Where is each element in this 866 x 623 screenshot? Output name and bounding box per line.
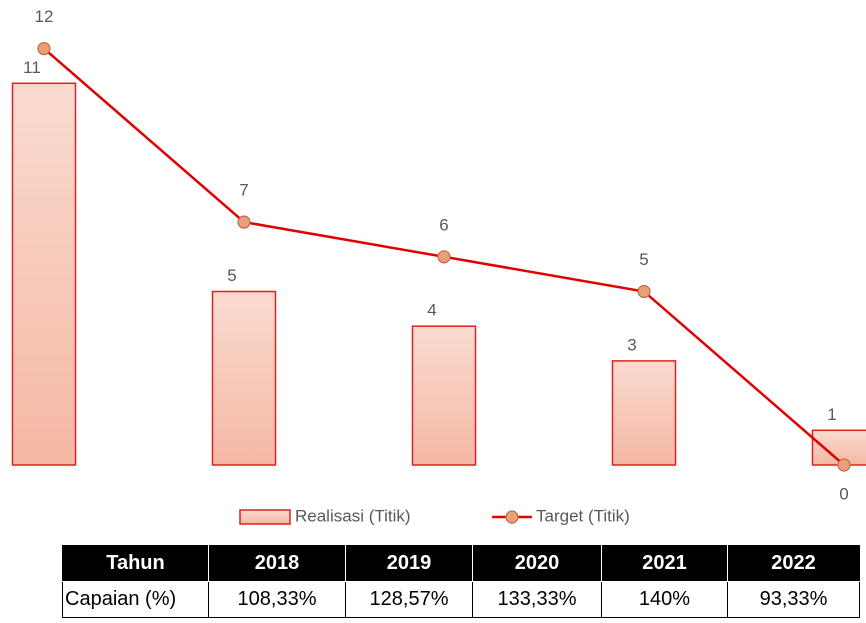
legend-label: Realisasi (Titik) [295, 506, 411, 525]
bar [211, 290, 277, 466]
legend-label: Target (Titik) [536, 506, 630, 525]
table-cell: 93,33% [727, 581, 860, 618]
bar [811, 429, 866, 466]
table-cell: Capaian (%) [62, 581, 209, 618]
summary-table: Tahun 2018 2019 2020 2021 2022 Capaian (%) 108… [62, 545, 860, 618]
bar [611, 360, 677, 466]
target-marker [437, 250, 451, 264]
header-cell: 2019 [345, 545, 473, 582]
legend-marker [505, 510, 519, 524]
bar-label: 1 [827, 405, 836, 424]
header-row: Tahun 2018 2019 2020 2021 2022 [62, 545, 860, 582]
target-marker [37, 41, 51, 56]
table-cell: 128,57% [345, 581, 473, 618]
line-label: 0 [839, 484, 848, 503]
bar-label: 5 [227, 266, 236, 285]
line-label: 6 [439, 215, 448, 234]
bar [11, 82, 77, 466]
target-marker [637, 284, 651, 299]
line-label: 5 [639, 250, 648, 269]
bar [411, 325, 477, 466]
header-cell: 2020 [472, 545, 602, 582]
line-label: 12 [35, 7, 54, 26]
table-cell: 133,33% [472, 581, 602, 618]
line-label: 7 [239, 181, 248, 200]
bar-label: 11 [23, 58, 41, 77]
target-marker [837, 458, 851, 472]
header-cell: 2021 [601, 545, 728, 582]
table-cell: 140% [601, 581, 728, 618]
bar-label: 4 [427, 301, 436, 320]
legend-swatch [239, 509, 291, 525]
table-cell: 108,33% [208, 581, 346, 618]
table-body: Capaian (%) 108,33% 128,57% 133,33% 140% 93,3… [62, 581, 860, 618]
target-marker [237, 215, 251, 229]
header-cell: 2022 [727, 545, 860, 582]
bar-label: 3 [627, 335, 636, 354]
header-cell: Tahun [62, 545, 209, 582]
chart: 11 5 4 3 1 12 7 6 5 0 Realisasi (Titik) Target (Tit… [11, 7, 866, 525]
header-cell: 2018 [208, 545, 346, 582]
table-row: Capaian (%) 108,33% 128,57% 133,33% 140% 93,3… [62, 581, 860, 618]
